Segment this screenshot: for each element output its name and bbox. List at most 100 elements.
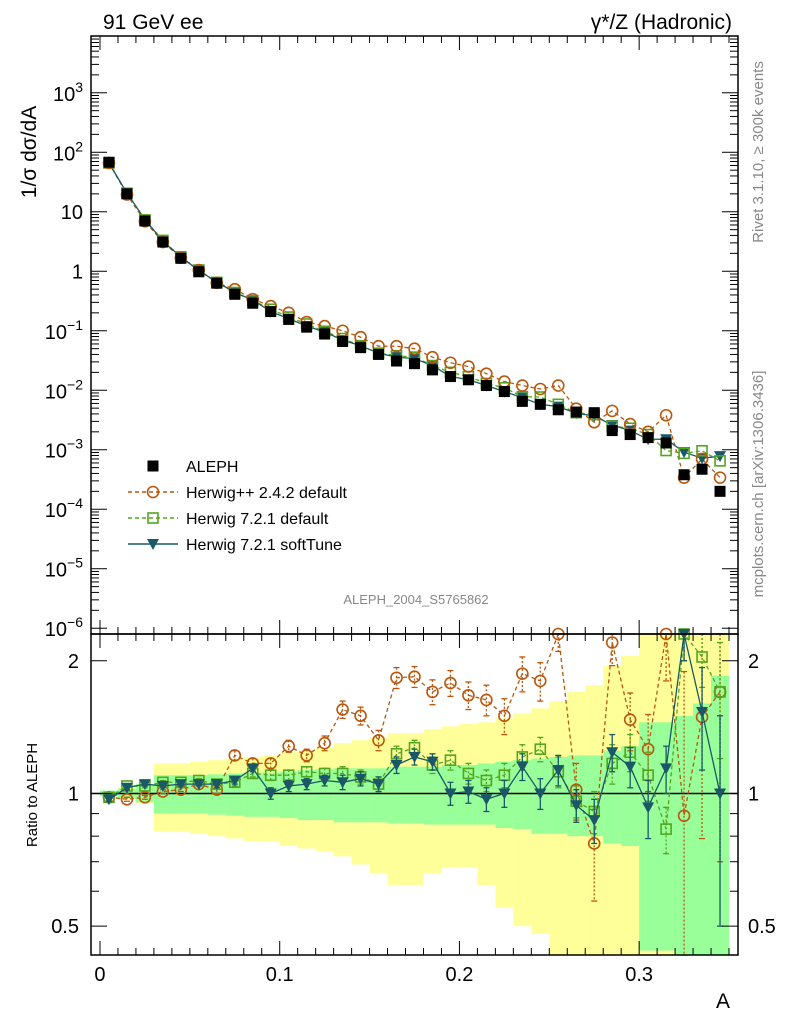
analysis-id-label: ALEPH_2004_S5765862 bbox=[343, 592, 488, 607]
legend-label: Herwig 7.2.1 softTune bbox=[186, 537, 342, 554]
main-series-line bbox=[108, 162, 721, 462]
main-data-point bbox=[498, 386, 510, 398]
legend: ALEPH Herwig++ 2.4.2 default Herwig 7.2.1 … bbox=[128, 459, 348, 554]
ratio-data-point bbox=[120, 782, 133, 794]
main-data-point bbox=[552, 404, 564, 416]
main-series-line bbox=[108, 162, 721, 459]
y-tick-label: 103 bbox=[53, 79, 83, 106]
y-tick-label: 102 bbox=[53, 138, 83, 165]
legend-marker bbox=[147, 539, 159, 550]
ratio-data-point bbox=[714, 788, 727, 800]
ratio-data-point bbox=[282, 739, 295, 753]
y-tick-label: 1 bbox=[72, 261, 83, 283]
ratio-data-point bbox=[408, 751, 421, 763]
ratio-data-point bbox=[444, 754, 457, 766]
legend-marker bbox=[146, 485, 160, 499]
main-data-point bbox=[175, 252, 187, 264]
main-data-point bbox=[247, 297, 259, 309]
x-tick-label: 0.3 bbox=[625, 964, 653, 986]
ratio-data-point bbox=[390, 760, 403, 772]
main-data-point bbox=[373, 348, 385, 360]
ratio-data-point bbox=[174, 779, 187, 791]
ratio-y-tick-label-right: 2 bbox=[748, 651, 759, 673]
ratio-data-point bbox=[426, 756, 439, 768]
ratio-data-point bbox=[534, 743, 547, 756]
main-data-point bbox=[229, 288, 241, 300]
ratio-data-point bbox=[300, 765, 313, 778]
ratio-y-tick-label: 1 bbox=[68, 783, 79, 805]
ratio-panel-frame bbox=[90, 633, 739, 956]
main-data-point bbox=[265, 306, 277, 318]
ratio-data-point bbox=[264, 769, 277, 781]
main-data-point bbox=[480, 367, 493, 380]
ratio-data-point bbox=[300, 749, 313, 762]
ratio-data-point bbox=[714, 686, 726, 698]
main-data-point bbox=[516, 395, 528, 407]
y-tick-label: 10−2 bbox=[45, 376, 83, 403]
y-axis-label-ratio: Ratio to ALEPH bbox=[24, 743, 41, 847]
ratio-data-point bbox=[210, 779, 223, 791]
ratio-data-point bbox=[588, 815, 601, 827]
ratio-data-point bbox=[102, 794, 115, 806]
y-tick-label: 10−6 bbox=[45, 614, 83, 641]
main-data-point bbox=[714, 485, 726, 497]
main-data-point bbox=[534, 398, 546, 410]
ratio-data-point bbox=[138, 791, 152, 804]
ratio-series-group bbox=[102, 627, 727, 956]
main-data-point bbox=[659, 408, 673, 422]
ratio-data-point bbox=[318, 736, 331, 750]
legend-marker bbox=[147, 460, 159, 472]
main-data-point bbox=[409, 358, 420, 370]
main-data-point bbox=[696, 463, 708, 475]
ratio-data-point bbox=[318, 775, 331, 787]
rivet-version-label: Rivet 3.1.10, ≥ 300k events bbox=[750, 61, 767, 243]
y-tick-label: 10−5 bbox=[45, 555, 83, 582]
ratio-data-point bbox=[516, 761, 529, 773]
ratio-data-point bbox=[534, 788, 547, 800]
ratio-data-point bbox=[462, 767, 475, 780]
ratio-data-point bbox=[264, 757, 278, 770]
main-data-point bbox=[390, 339, 403, 353]
main-data-point bbox=[570, 406, 582, 418]
y-tick-label: 10−1 bbox=[45, 317, 83, 344]
main-data-point bbox=[391, 355, 403, 367]
main-data-point bbox=[588, 407, 600, 419]
main-data-point bbox=[157, 236, 169, 248]
main-data-point bbox=[426, 350, 439, 364]
mcplots-label: mcplots.cern.ch [arXiv:1306.3436] bbox=[750, 371, 767, 598]
ratio-data-point bbox=[606, 747, 619, 759]
ratio-data-point bbox=[480, 693, 493, 707]
axis-ticks: 0 0.1 0.2 0.3 10−6 10−5 10−4 10−3 10−2 10−1 1 10 102… bbox=[45, 35, 776, 986]
ratio-data-point bbox=[156, 780, 169, 792]
main-data-point bbox=[678, 447, 691, 459]
main-data-point bbox=[713, 471, 727, 484]
main-data-point bbox=[408, 342, 421, 355]
ratio-data-point bbox=[480, 774, 493, 787]
ratio-data-point bbox=[660, 763, 673, 775]
ratio-data-point bbox=[426, 685, 439, 699]
main-data-point bbox=[139, 215, 151, 227]
ratio-data-point bbox=[354, 773, 367, 785]
ratio-data-point bbox=[228, 775, 241, 787]
ratio-data-point bbox=[192, 779, 205, 791]
ratio-data-point bbox=[138, 779, 151, 791]
ratio-data-point bbox=[642, 802, 655, 814]
main-data-point bbox=[678, 469, 690, 481]
main-data-point bbox=[606, 425, 618, 437]
main-data-point bbox=[462, 360, 475, 373]
ratio-data-point bbox=[696, 707, 709, 719]
main-data-point bbox=[444, 371, 456, 383]
main-data-point bbox=[336, 324, 349, 338]
main-data-point bbox=[319, 328, 331, 340]
ratio-data-point bbox=[552, 765, 565, 777]
stat-uncertainty-band-bin bbox=[387, 766, 406, 824]
ratio-y-tick-label-right: 0.5 bbox=[748, 916, 776, 938]
ratio-data-point bbox=[336, 777, 349, 789]
stat-uncertainty-band-bin bbox=[405, 766, 424, 824]
y-tick-label: 10−3 bbox=[45, 436, 83, 463]
ratio-data-point bbox=[372, 733, 385, 747]
header-left-label: 91 GeV ee bbox=[103, 11, 203, 34]
ratio-data-point bbox=[498, 788, 511, 800]
main-data-point bbox=[301, 321, 313, 333]
